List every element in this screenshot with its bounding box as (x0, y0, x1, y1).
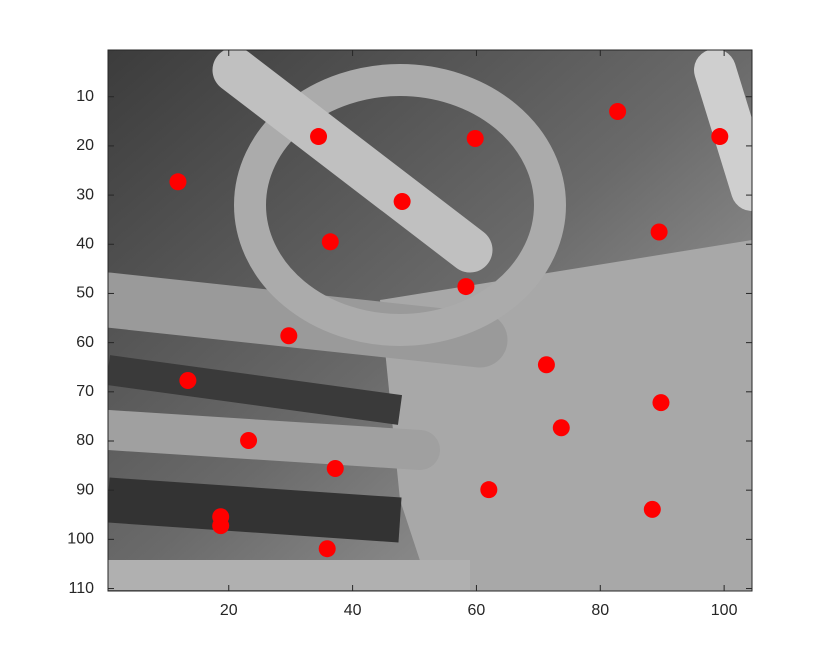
point (240, 432, 258, 450)
point (310, 128, 328, 146)
x-tick-label: 100 (711, 602, 738, 619)
y-tick-label: 40 (76, 235, 94, 252)
point (609, 102, 627, 120)
point (711, 128, 729, 146)
y-tick-label: 50 (76, 285, 94, 302)
y-tick-label: 80 (76, 432, 94, 449)
point (643, 500, 661, 518)
point (552, 419, 570, 437)
point (537, 356, 555, 374)
y-tick-label: 60 (76, 334, 94, 351)
x-tick-label: 40 (344, 602, 362, 619)
point (480, 481, 498, 499)
point (650, 223, 668, 241)
point (212, 517, 230, 535)
y-tick-label: 10 (76, 88, 94, 105)
y-tick-label: 110 (68, 580, 94, 597)
x-tick-label: 20 (220, 602, 238, 619)
x-tick-label: 80 (591, 602, 609, 619)
y-tick-label: 30 (76, 186, 94, 203)
point (318, 540, 336, 558)
point (169, 173, 187, 191)
y-tick-label: 90 (76, 481, 94, 498)
point (466, 130, 484, 148)
axes-box (107, 49, 753, 592)
y-tick-label: 100 (67, 531, 94, 548)
point (326, 460, 344, 478)
x-tick-label: 60 (468, 602, 486, 619)
point (393, 192, 411, 210)
point (321, 233, 339, 251)
point (280, 327, 298, 345)
y-tick-label: 70 (76, 383, 94, 400)
point (179, 372, 197, 390)
background-image (108, 50, 752, 591)
point (652, 394, 670, 412)
point (457, 278, 475, 296)
y-tick-label: 20 (76, 137, 94, 154)
